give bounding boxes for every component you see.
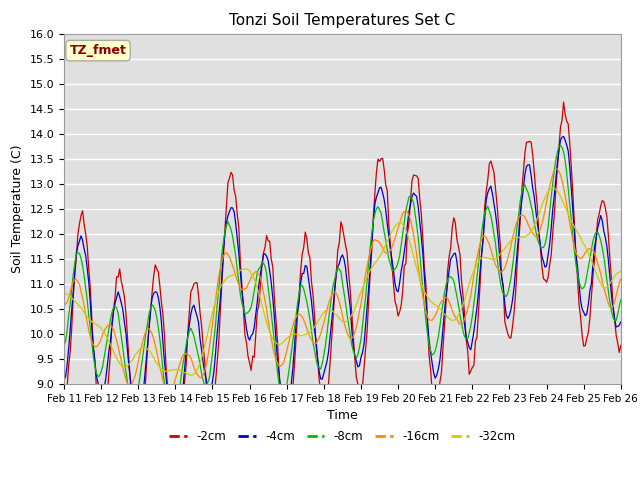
- Text: TZ_fmet: TZ_fmet: [70, 44, 127, 57]
- X-axis label: Time: Time: [327, 409, 358, 422]
- Title: Tonzi Soil Temperatures Set C: Tonzi Soil Temperatures Set C: [229, 13, 456, 28]
- Legend: -2cm, -4cm, -8cm, -16cm, -32cm: -2cm, -4cm, -8cm, -16cm, -32cm: [164, 426, 520, 448]
- Y-axis label: Soil Temperature (C): Soil Temperature (C): [11, 144, 24, 273]
